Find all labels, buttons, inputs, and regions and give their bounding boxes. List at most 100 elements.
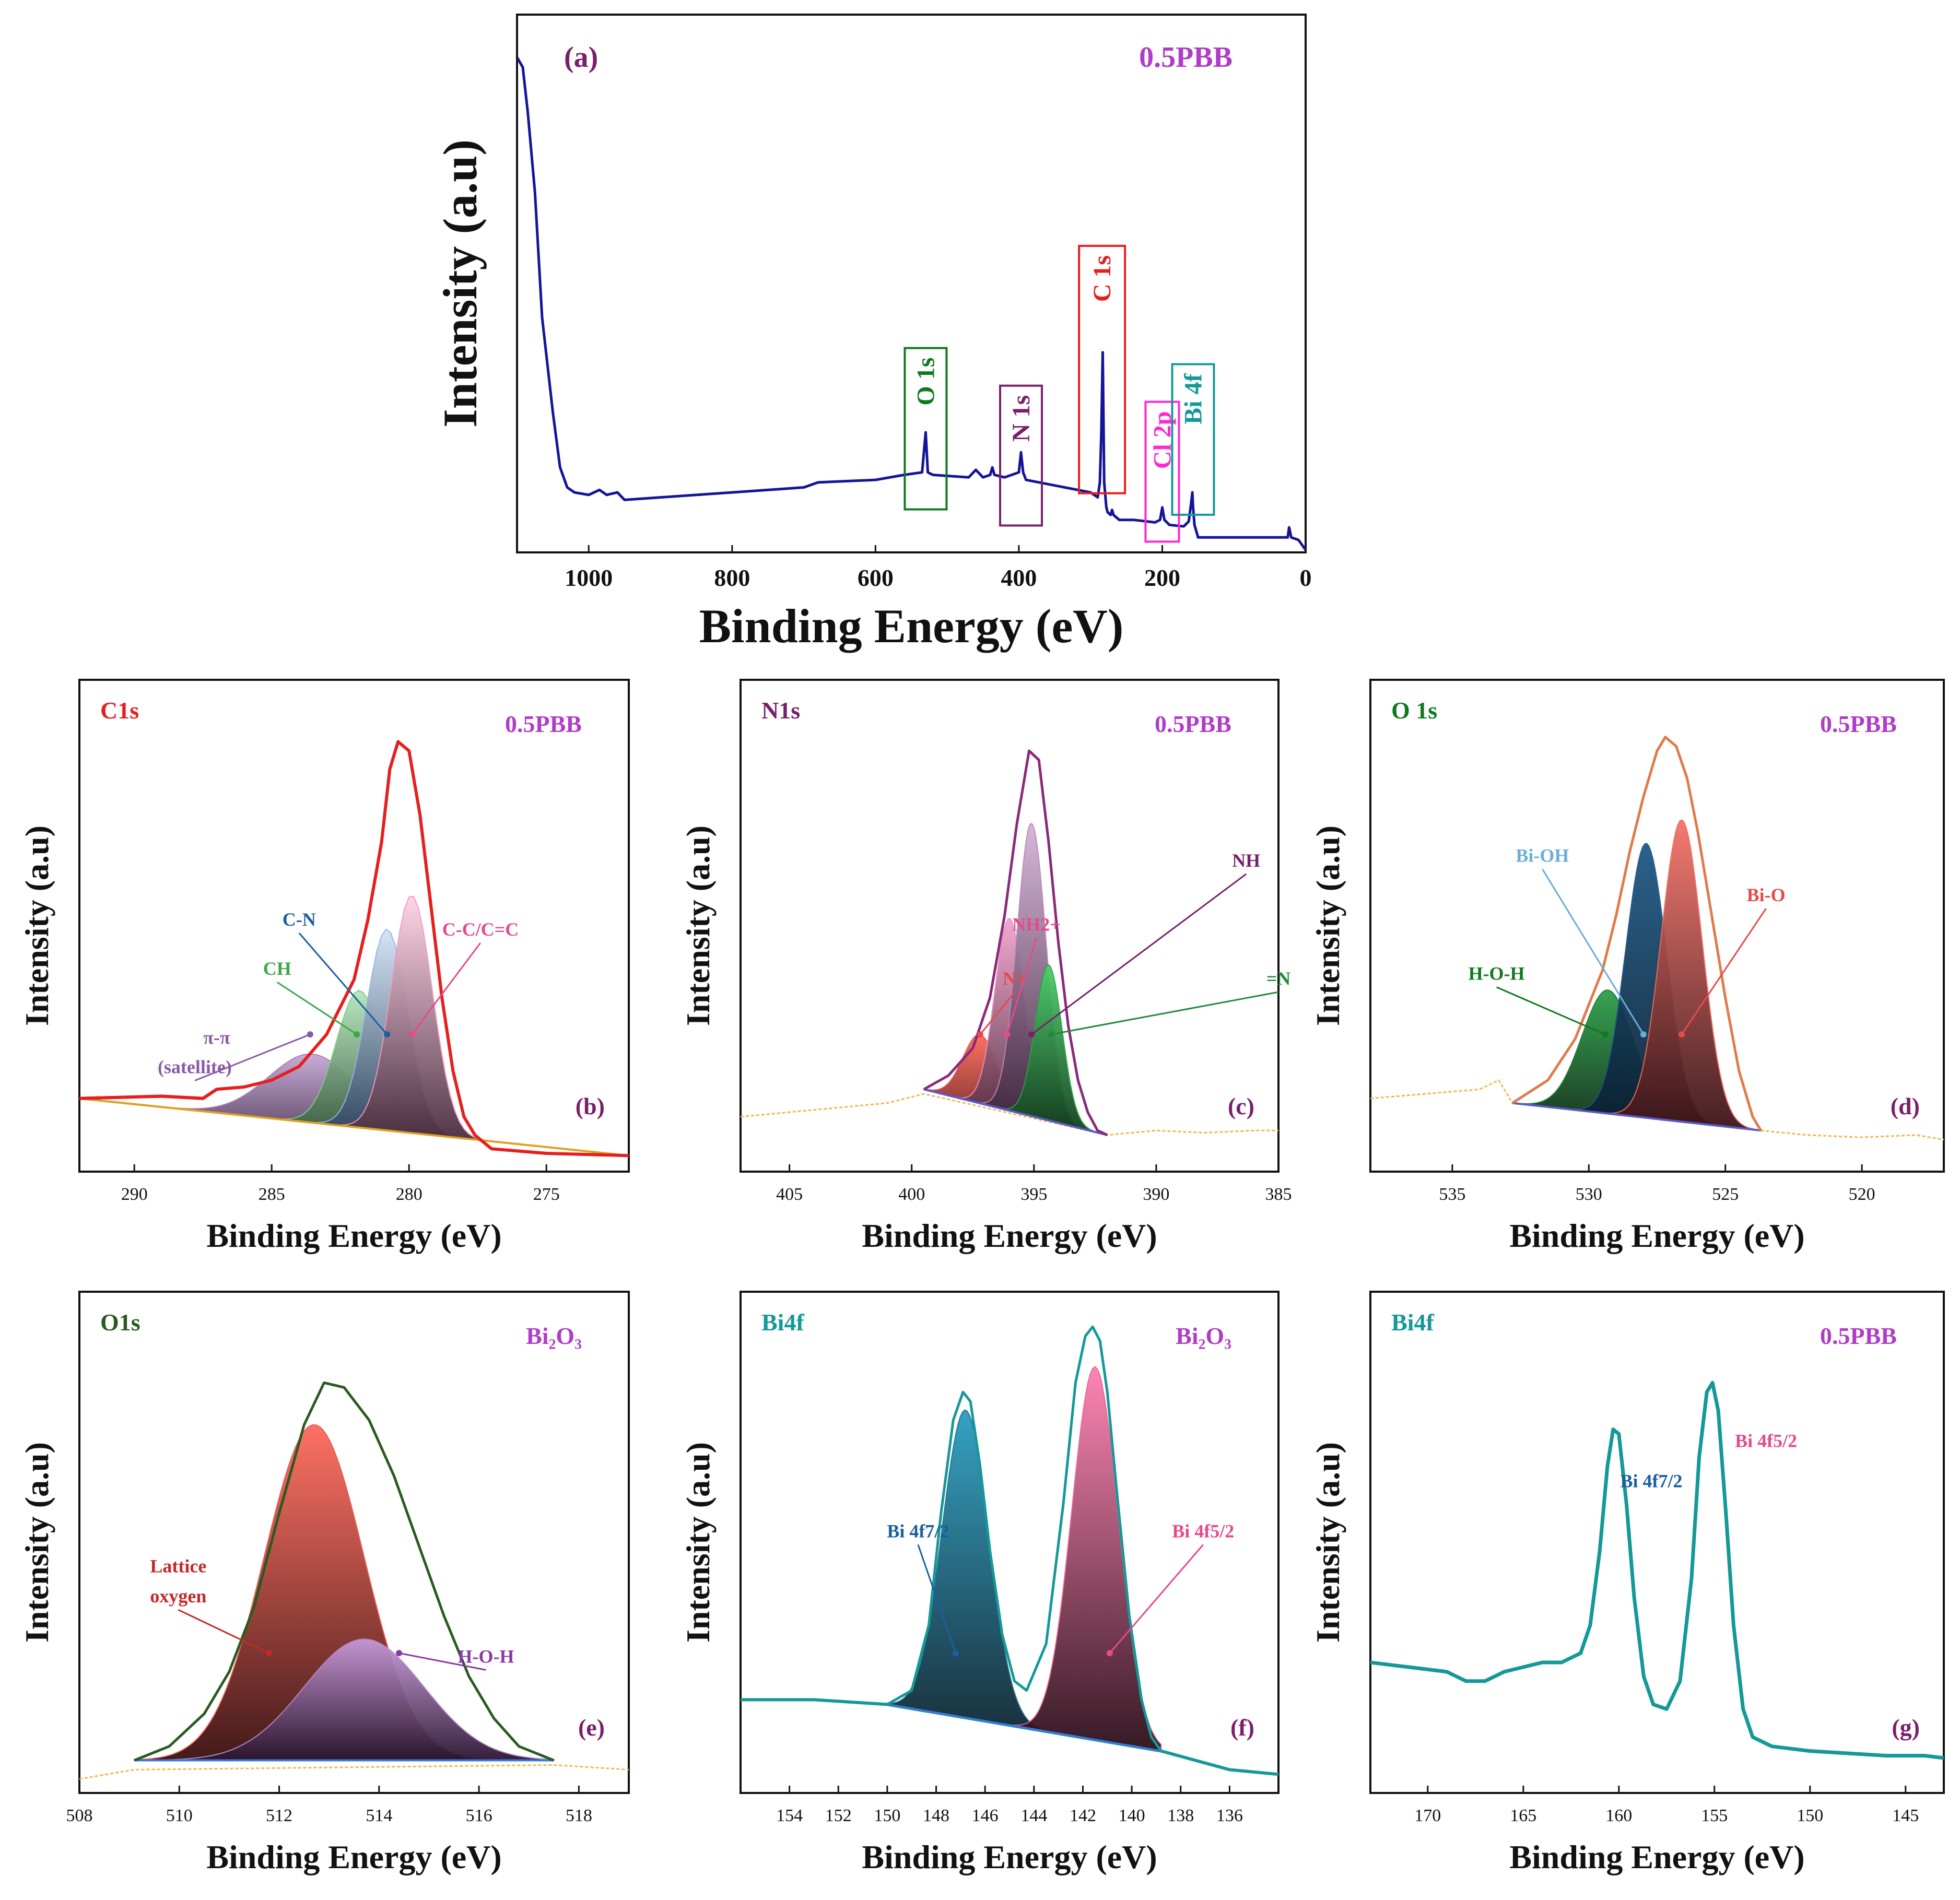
panel-d: 535 530 525 520 Binding Energy (eV) Intensity… [1309,679,1945,1254]
plot-frame [1369,1291,1945,1794]
plot-area [741,1325,1278,1776]
peak-tag-label: O 1s [912,358,940,406]
x-tick-label: 390 [1143,1185,1169,1204]
sample-label: Bi₂O₃ [1176,1323,1231,1349]
annotation-arrow [1031,873,1247,1035]
peak-annotation: Bi 4f7/2 [887,1520,949,1541]
y-axis-title: Intensity (a.u) [18,825,55,1026]
peak-annotation: Lattice [150,1556,206,1577]
x-tick-label: 138 [1167,1806,1194,1825]
x-tick-label: 1000 [565,564,613,591]
annotation-arrow [194,1033,311,1081]
annotation-arrow-head [1106,1650,1113,1657]
annotation-arrow-head [1679,1031,1685,1038]
panel-label: (b) [576,1093,605,1119]
y-axis-title: Intensity (a.u) [679,825,717,1026]
annotation-arrow [979,992,1016,1035]
panel-label: (e) [578,1714,605,1741]
y-axis-title: Intensity (a.u) [679,1442,717,1643]
x-tick-label: 200 [1144,564,1180,591]
component-peak-h-o-h [134,1638,555,1761]
annotation-arrow-head [1048,1031,1054,1038]
plot-area [79,1381,629,1780]
x-tick-label: 152 [825,1806,852,1825]
annotation-arrow [398,1652,486,1671]
peak-tag-box [1171,363,1215,516]
x-axis-title: Binding Energy (eV) [206,1838,501,1875]
envelope-line [1511,736,1762,1131]
plot-area [517,56,1306,551]
envelope-line [79,740,629,1158]
fit-baseline [887,1703,1161,1752]
panel-e: 508 510 512 514 516 518 Binding Energy (eV) Int… [18,1291,630,1875]
fit-baseline [79,1097,629,1157]
x-tick-label: 600 [858,564,894,591]
x-tick-label: 405 [776,1185,803,1204]
series-line-bi4f [1370,1380,1944,1760]
x-tick-label: 518 [566,1806,592,1825]
x-axis-title: Binding Energy (eV) [862,1838,1157,1875]
peak-annotation: H-O-H [457,1646,514,1667]
x-tick-label: 510 [166,1806,193,1825]
x-tick-label: 150 [874,1806,900,1825]
panel-label: (d) [1891,1093,1920,1119]
peak-annotation: NH2+ [1012,914,1061,935]
x-tick-label: 170 [1414,1806,1441,1825]
peak-annotation: π-π [203,1027,230,1048]
x-tick-label: 516 [466,1806,492,1825]
x-axis-title: Binding Energy (eV) [206,1217,501,1254]
plot-area [741,749,1278,1137]
x-tick-label: 525 [1712,1185,1739,1204]
x-tick-label: 508 [66,1806,93,1825]
x-tick-label: 148 [923,1806,949,1825]
panel-a: 1000 800 600 400 200 0 Binding Energy (eV) Inte… [433,14,1312,653]
x-tick-label: 160 [1605,1806,1632,1825]
x-tick-label: 154 [776,1806,803,1825]
peak-tag-box [999,384,1043,527]
plot-frame [1369,679,1945,1173]
x-tick-label: 165 [1510,1806,1536,1825]
annotation-arrow [298,933,388,1035]
plot-frame [78,679,630,1173]
plot-frame [740,679,1280,1173]
x-tick-label: 385 [1265,1185,1292,1204]
sample-label: 0.5PBB [505,711,582,737]
peak-annotation: NH [1232,850,1260,871]
x-tick-label: 520 [1849,1185,1875,1204]
fit-baseline [923,1088,1108,1136]
x-tick-label: 535 [1439,1185,1465,1204]
element-label: N1s [761,697,800,724]
annotation-arrow-head [408,1031,415,1038]
annotation-arrow [1006,937,1037,1035]
x-tick-label: 400 [898,1185,925,1204]
background-trace [741,1093,1278,1136]
x-axis-title: Binding Energy (eV) [699,599,1124,653]
x-tick-label: 280 [396,1185,422,1204]
peak-annotation: Bi-OH [1516,845,1569,866]
plot-area [1370,1380,1944,1760]
panel-label: (g) [1892,1714,1920,1741]
peak-annotation: N+ [1003,968,1027,989]
annotation-arrow [276,981,358,1035]
panel-label: (a) [564,41,598,74]
x-tick-label: 285 [259,1185,285,1204]
series-line-survey [517,56,1306,551]
element-label: O1s [100,1309,140,1336]
y-axis-title: Intensity (a.u) [18,1442,55,1643]
annotation-arrow [1109,1544,1204,1654]
peak-tag-label: Bi 4f [1179,373,1207,424]
y-axis-title: Intensity (a.u) [433,139,487,428]
panel-label: (c) [1228,1093,1254,1119]
peak-annotation: Bi 4f5/2 [1172,1520,1234,1541]
y-axis-title: Intensity (a.u) [1309,1442,1346,1643]
annotation-arrow-head [396,1650,403,1657]
peak-tag-box [903,347,948,511]
annotation-arrow [1496,986,1606,1035]
x-tick-label: 142 [1070,1806,1096,1825]
x-tick-label: 146 [972,1806,999,1825]
x-tick-label: 512 [266,1806,292,1825]
peak-tag-label: C 1s [1088,255,1116,302]
x-tick-label: 144 [1020,1806,1047,1825]
plot-area [79,740,629,1158]
x-tick-label: 800 [714,564,750,591]
